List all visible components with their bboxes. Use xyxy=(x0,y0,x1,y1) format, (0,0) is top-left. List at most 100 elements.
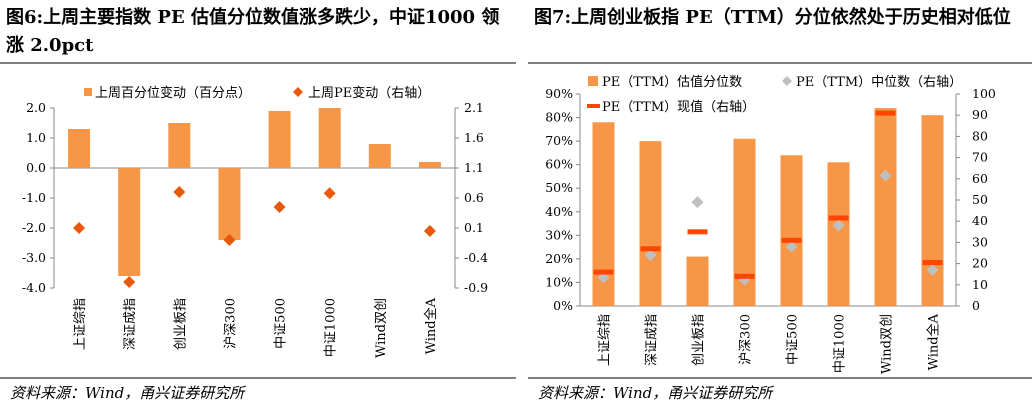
x-tick-label: 沪深300 xyxy=(738,314,754,365)
bar xyxy=(874,108,897,306)
x-tick-label: Wind双创 xyxy=(880,314,895,374)
bar xyxy=(733,138,756,306)
x-tick-label: 沪深300 xyxy=(222,298,238,349)
y-tick-label-right: 70 xyxy=(972,150,988,165)
pe-change-marker xyxy=(173,186,186,198)
y-tick-label-right: 0.1 xyxy=(464,220,484,235)
bar xyxy=(268,111,291,168)
bar xyxy=(639,141,662,306)
bar xyxy=(168,123,191,168)
bar xyxy=(368,144,391,168)
current-value-marker xyxy=(828,215,849,221)
current-value-marker xyxy=(734,273,755,279)
y-tick-label-right: 60 xyxy=(972,171,988,186)
y-tick-label-right: 40 xyxy=(972,213,988,228)
y-tick-label-right: 100 xyxy=(972,86,996,101)
y-tick-label-right: 0 xyxy=(972,298,980,313)
x-tick-label: 深证成指 xyxy=(123,298,138,350)
y-tick-label-left: 20% xyxy=(545,251,573,266)
pe-change-marker xyxy=(223,234,236,246)
median-marker xyxy=(644,249,657,262)
pe-change-marker xyxy=(323,187,336,200)
legend-label-median: PE（TTM）中位数（右轴） xyxy=(796,75,962,90)
median-marker xyxy=(926,263,939,276)
x-tick-label: 中证500 xyxy=(786,314,801,365)
y-tick-label-left: 90% xyxy=(545,86,573,101)
left-chart-panel: 图6:上周主要指数 PE 估值分位数值涨多跌少，中证1000 领涨 2.0pct… xyxy=(0,7,516,402)
left-chart: 上周百分位变动（百分点） 上周PE变动（右轴） 2.0 1.0 0.0 -1.0 -2.0 -… xyxy=(22,85,488,358)
x-tick-label: 上证综指 xyxy=(73,298,88,350)
y-tick-label-right: 2.1 xyxy=(464,100,484,115)
legend-swatch-median xyxy=(782,76,792,86)
chart-title-left: 图6:上周主要指数 PE 估值分位数值涨多跌少，中证1000 领涨 2.0pct xyxy=(6,7,500,56)
y-tick-label-left: -2.0 xyxy=(22,220,46,235)
x-tick-label: 中证500 xyxy=(274,298,289,349)
legend-label-current: PE（TTM）现值（右轴） xyxy=(602,99,755,115)
median-marker xyxy=(879,169,892,182)
title-divider xyxy=(0,62,516,64)
median-marker xyxy=(785,240,798,253)
source-divider xyxy=(528,377,1032,379)
y-tick-label-left: 0.0 xyxy=(26,160,46,175)
x-tick-label: 中证1000 xyxy=(833,314,848,373)
y-tick-label-right: 50 xyxy=(972,192,988,207)
source-note-right: 资料来源：Wind，甬兴证券研究所 xyxy=(538,384,773,402)
y-tick-label-left: 2.0 xyxy=(26,100,46,115)
pe-change-marker xyxy=(73,222,86,234)
y-tick-label-left: -1.0 xyxy=(22,190,46,205)
y-tick-label-left: 40% xyxy=(545,204,573,219)
bar xyxy=(686,256,709,306)
x-tick-label: Wind双创 xyxy=(374,298,389,358)
legend-label-bar: PE（TTM）估值分位数 xyxy=(602,74,742,90)
y-tick-label-left: 10% xyxy=(545,274,573,289)
y-tick-label-left: 70% xyxy=(545,133,573,148)
y-tick-label-right: 1.6 xyxy=(464,130,484,145)
x-tick-label: Wind全A xyxy=(926,313,942,370)
y-tick-label-left: 1.0 xyxy=(26,130,46,145)
bar xyxy=(318,108,341,168)
y-tick-label-right: 1.1 xyxy=(464,160,484,175)
y-tick-label-right: 80 xyxy=(972,128,988,143)
source-note-left: 资料来源：Wind，甬兴证券研究所 xyxy=(10,384,245,402)
pe-change-marker xyxy=(273,201,286,213)
legend-swatch-bar xyxy=(588,76,598,86)
bar xyxy=(68,129,91,168)
current-value-marker xyxy=(593,269,614,275)
y-tick-label-right: -0.4 xyxy=(464,250,488,265)
y-tick-label-right: 20 xyxy=(972,256,988,271)
right-chart: 90%80%70%60%50%40%30%20%10%0%10090807060… xyxy=(545,74,996,374)
bar xyxy=(418,162,441,168)
x-tick-label: 深证成指 xyxy=(645,314,660,366)
median-marker xyxy=(832,219,845,232)
pe-change-marker xyxy=(423,225,436,237)
y-tick-label-left: 60% xyxy=(545,157,573,172)
x-tick-label: 上证综指 xyxy=(598,314,613,366)
y-tick-label-left: 30% xyxy=(545,227,573,242)
x-tick-label: 中证1000 xyxy=(324,298,339,357)
current-value-marker xyxy=(875,110,896,116)
pe-change-marker xyxy=(123,276,136,288)
current-value-marker xyxy=(640,246,661,252)
y-tick-label-right: 0.6 xyxy=(464,190,484,205)
right-chart-panel: 图7:上周创业板指 PE（TTM）分位依然处于历史相对低位 90% 80% 70% 6… xyxy=(528,0,1032,405)
x-tick-label: Wind全A xyxy=(423,297,439,354)
y-tick-label-left: -4.0 xyxy=(22,280,46,295)
bar xyxy=(218,168,241,240)
legend-label-marker: 上周PE变动（右轴） xyxy=(308,85,430,101)
legend-swatch-marker xyxy=(293,87,303,97)
x-tick-label: 创业板指 xyxy=(692,314,707,366)
y-tick-label-right: -0.9 xyxy=(464,280,488,295)
y-tick-label-left: -3.0 xyxy=(22,250,46,265)
y-tick-label-left: 50% xyxy=(545,180,573,195)
chart-title-right: 图7:上周创业板指 PE（TTM）分位依然处于历史相对低位 xyxy=(534,7,1011,28)
bar xyxy=(921,115,944,306)
median-marker xyxy=(691,196,704,209)
bar xyxy=(592,122,615,306)
legend-swatch-bar xyxy=(84,88,92,96)
source-divider xyxy=(0,377,516,379)
bar xyxy=(780,155,803,306)
x-tick-label: 创业板指 xyxy=(173,298,188,350)
title-divider xyxy=(528,62,1032,64)
y-tick-label-right: 10 xyxy=(972,277,988,292)
y-tick-label-right: 30 xyxy=(972,234,988,249)
